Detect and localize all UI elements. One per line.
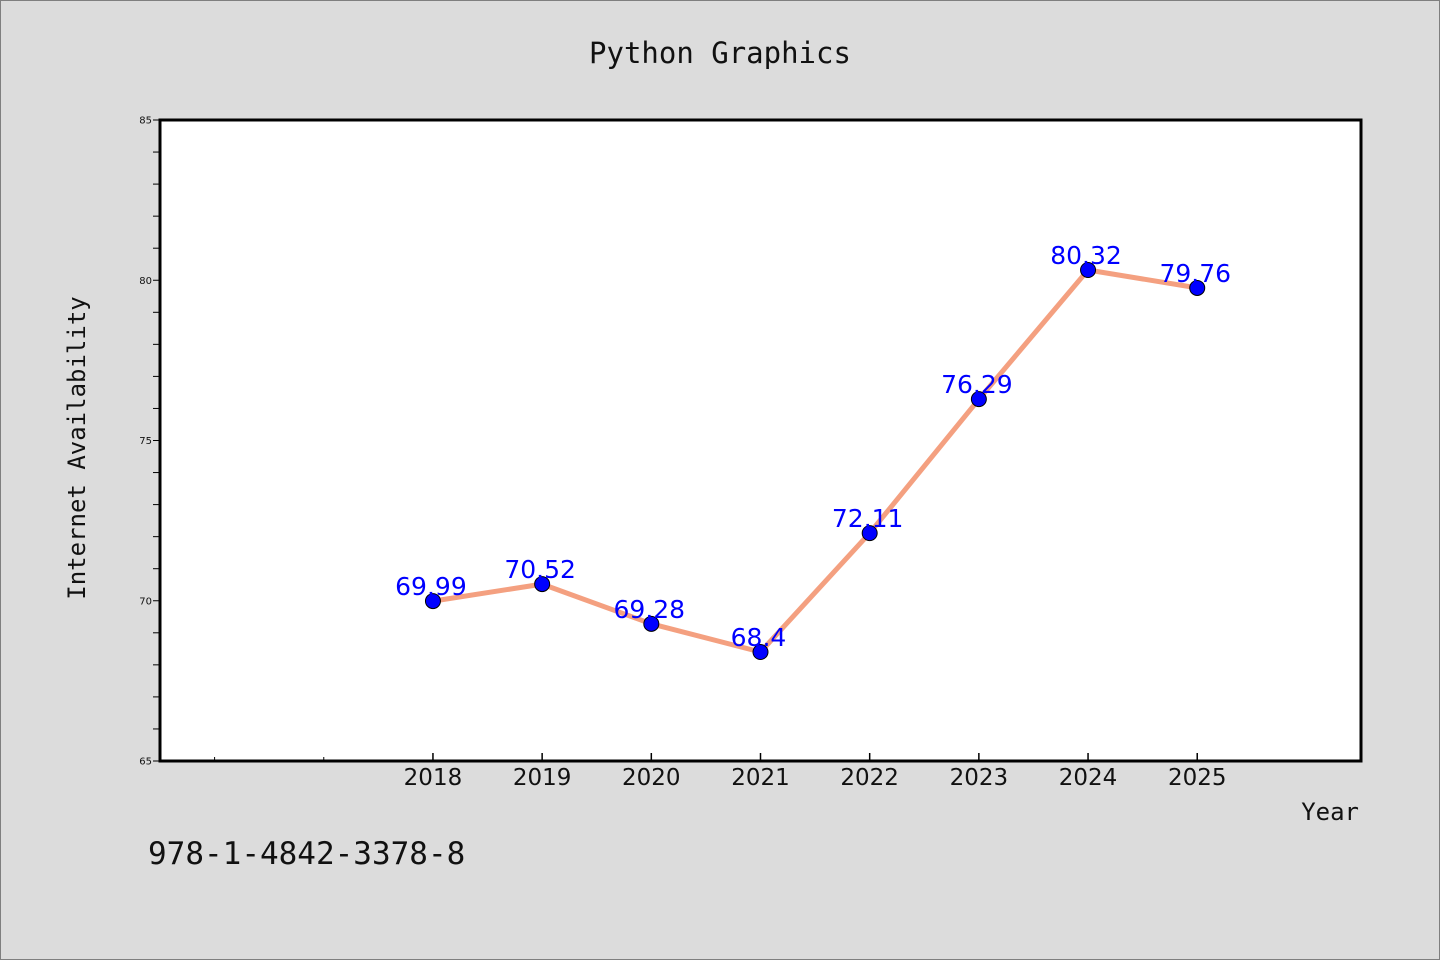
x-tick-label: 2021 [731,765,790,791]
data-label: 76.29 [941,370,1013,399]
y-tick-label: 80 [139,276,152,287]
data-label: 72.11 [832,504,904,533]
data-labels: 69.99 70.52 69.28 68.4 72.11 76.29 80.32 79.76 [395,241,1231,652]
y-axis-label: Internet Availability [63,296,91,599]
data-point [1080,261,1097,278]
data-point [970,391,987,408]
data-point [861,525,878,542]
data-point [1189,279,1206,296]
data-label: 79.76 [1159,259,1231,288]
x-axis-label: Year [1301,798,1359,826]
data-point [424,593,441,610]
x-axis: 2018 2019 2020 2021 2022 2023 2024 2025 [214,753,1227,791]
data-label: 69.99 [395,572,467,601]
series-line [430,267,1200,655]
data-label: 68.4 [731,623,787,652]
data-label: 80.32 [1050,241,1122,270]
series-line-group [430,267,1200,655]
x-tick-label: 2024 [1059,765,1118,791]
x-tick-label: 2018 [404,765,463,791]
data-label: 69.28 [614,595,686,624]
x-tick-label: 2020 [622,765,681,791]
y-axis: 65 70 75 80 85 [139,116,160,768]
y-tick-label: 75 [139,436,152,447]
isbn-footnote: 978-1-4842-3378-8 [148,836,465,872]
data-point [534,576,551,593]
x-tick-label: 2023 [950,765,1009,791]
chart-title: Python Graphics [589,36,851,70]
plot-area [158,118,1363,763]
y-tick-label: 70 [139,596,152,607]
y-tick-label: 65 [139,757,152,768]
data-points [424,261,1206,661]
data-label: 70.52 [504,555,576,584]
x-tick-label: 2019 [513,765,572,791]
data-point [643,615,660,632]
x-tick-label: 2022 [840,765,899,791]
y-tick-label: 85 [139,116,152,127]
x-tick-label: 2025 [1168,765,1227,791]
data-point [752,644,769,661]
